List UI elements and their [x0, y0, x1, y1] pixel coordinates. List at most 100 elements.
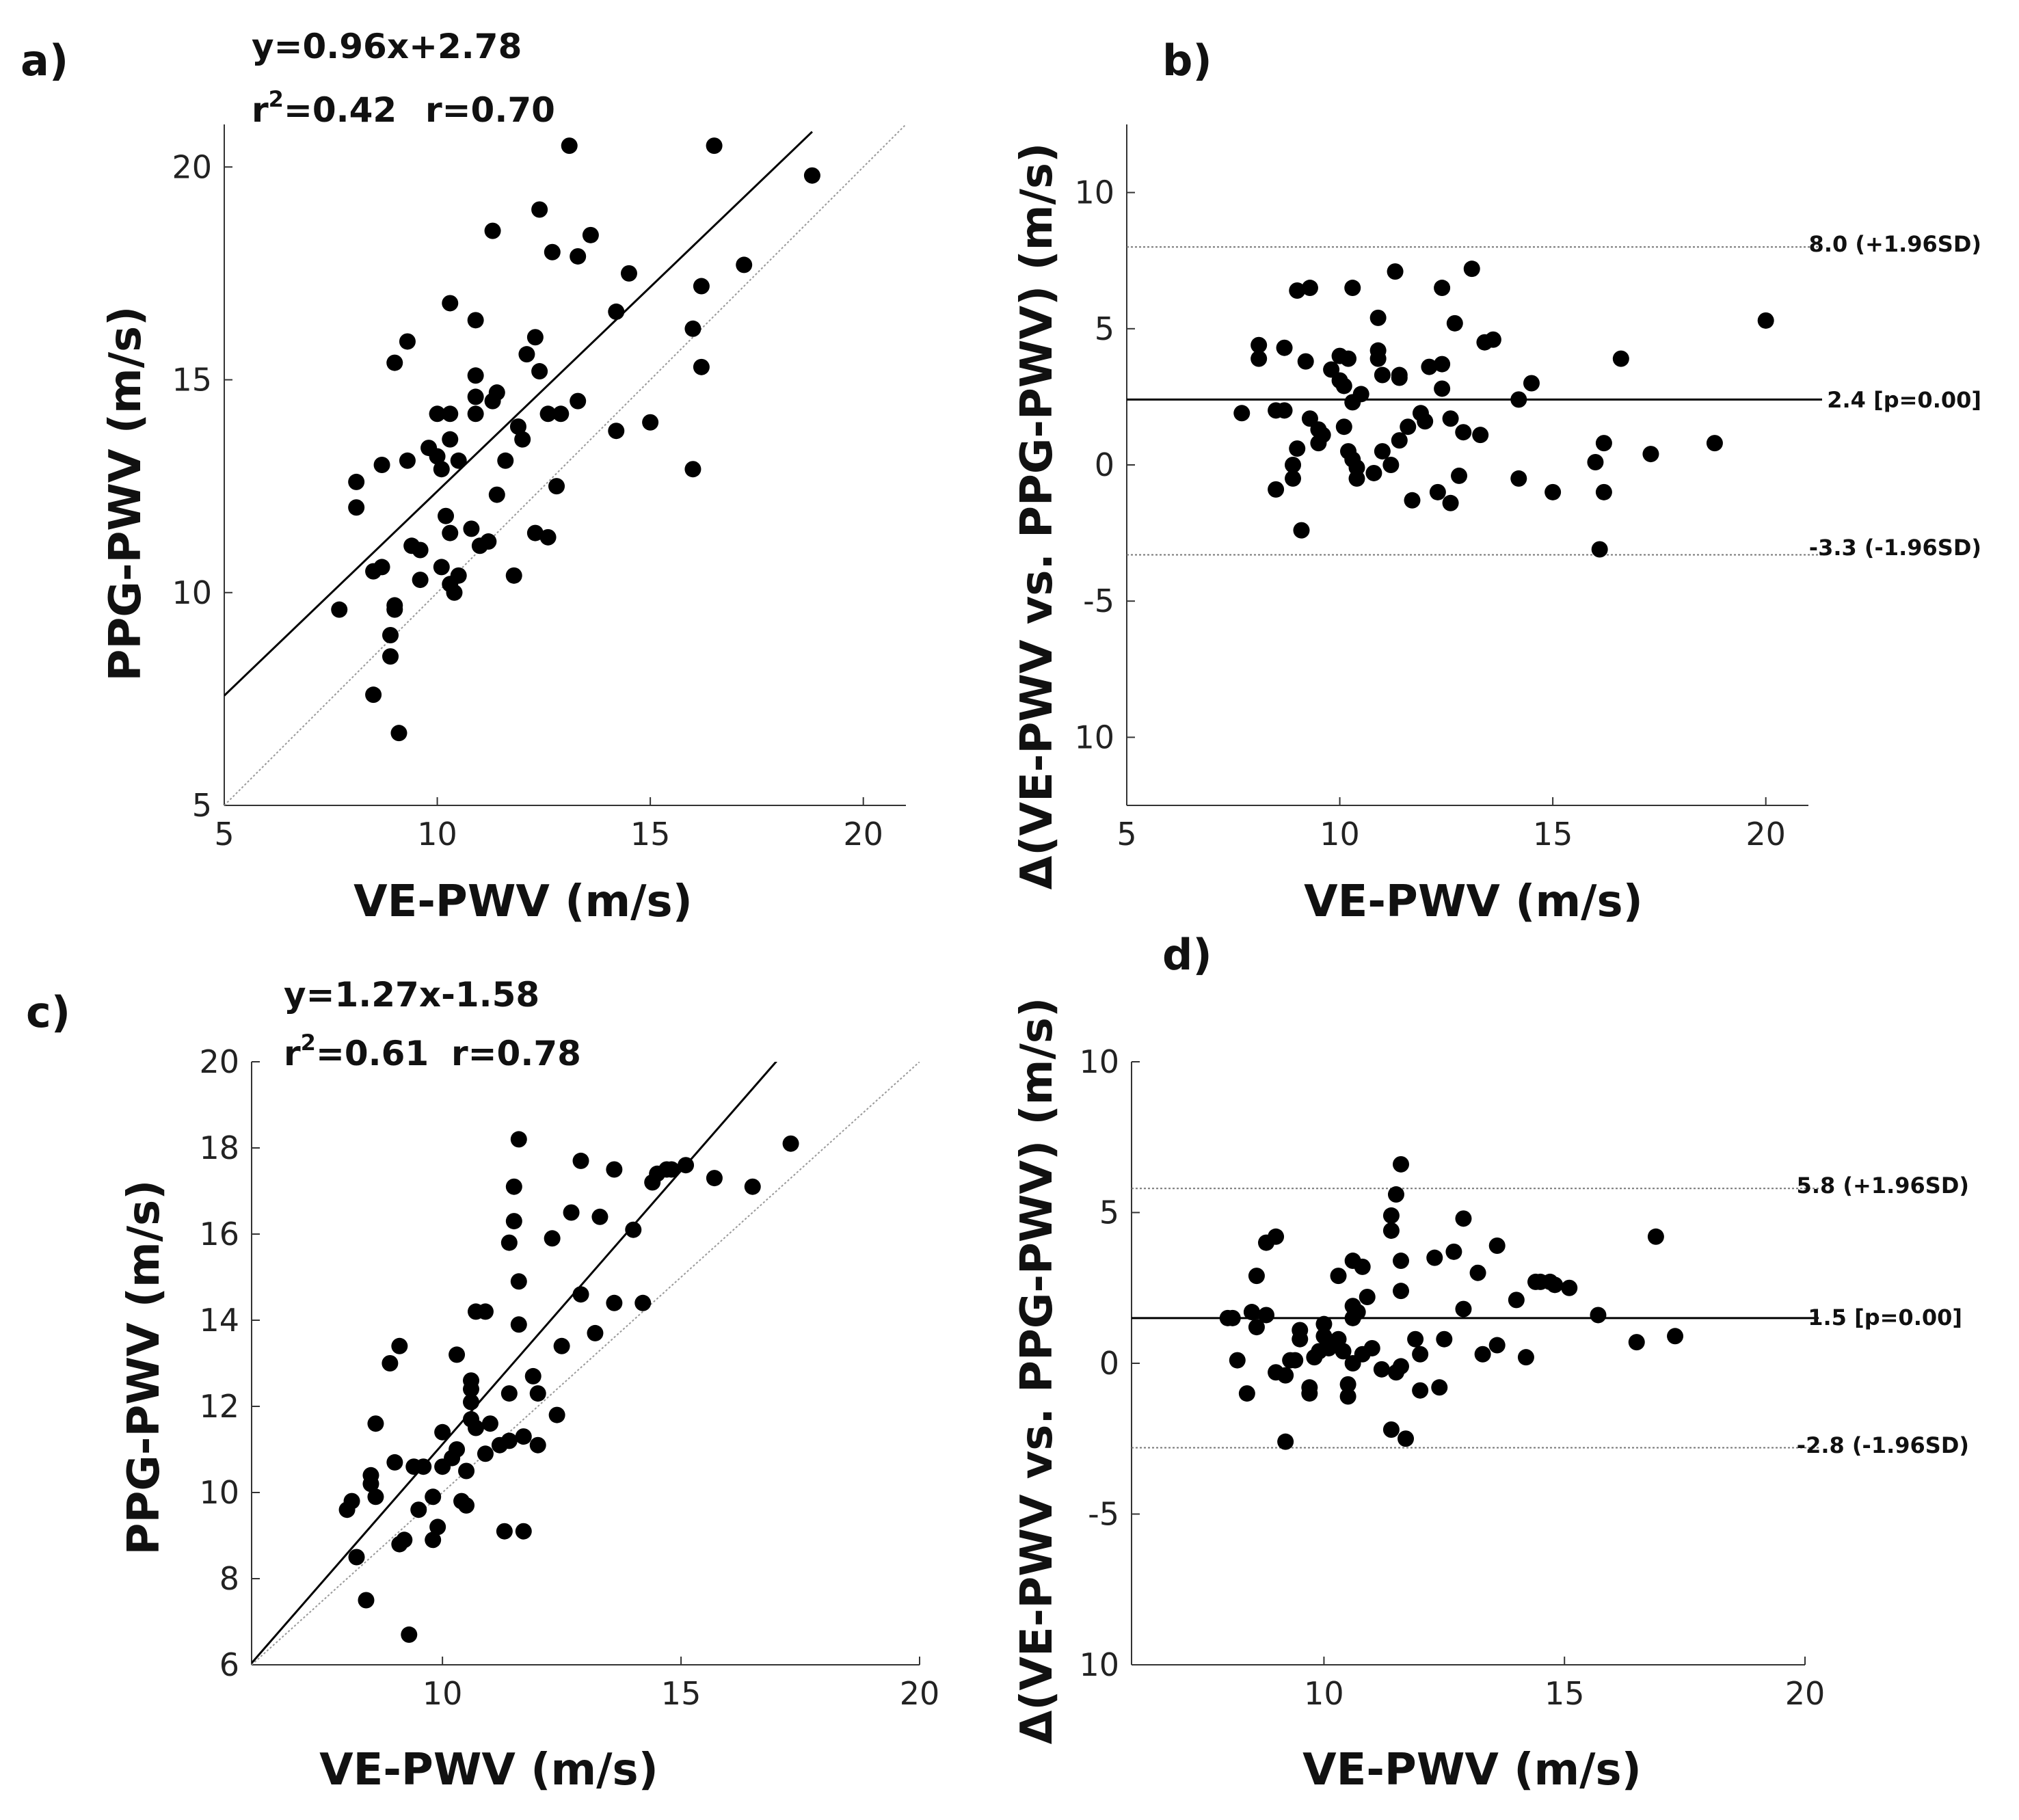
- data-point: [1488, 1337, 1506, 1354]
- data-point: [425, 1488, 442, 1505]
- data-point: [1301, 280, 1318, 297]
- panel-d: d) 10 15 20 10 5 0 -5 10 5.8 (+1.96SD) 1.5 [p=0…: [1012, 930, 1969, 1795]
- data-point: [625, 1221, 642, 1238]
- x-tick-label: 20: [1785, 1675, 1826, 1712]
- data-point: [1229, 1352, 1246, 1369]
- line-group: [224, 124, 906, 805]
- plot-marks: 10 15 20 10 5 0 -5 10: [1079, 1043, 1825, 1712]
- data-point: [1595, 483, 1612, 500]
- y-tick-label: 10: [1079, 1646, 1119, 1683]
- y-tick-label: 0: [1099, 1345, 1119, 1382]
- data-point: [736, 256, 753, 273]
- data-point: [634, 1294, 652, 1311]
- x-axis-label: VE-PWV (m/s): [319, 1745, 658, 1795]
- data-point: [331, 601, 348, 618]
- data-point: [1251, 336, 1268, 353]
- data-point: [412, 572, 429, 589]
- data-point: [1400, 418, 1417, 436]
- data-point: [1335, 377, 1352, 394]
- data-point: [572, 1152, 589, 1169]
- data-point: [1434, 380, 1451, 397]
- data-point: [386, 354, 403, 371]
- data-point: [458, 1497, 475, 1514]
- data-point: [1248, 1268, 1265, 1285]
- r-squared-text: r2=0.42: [252, 86, 397, 130]
- data-point: [531, 363, 548, 380]
- data-point: [582, 226, 599, 243]
- plot-marks: 10 15 20 6 8 10 12 14 16 18 20: [199, 1043, 939, 1712]
- data-point: [1315, 1315, 1333, 1333]
- data-point: [684, 320, 701, 337]
- y-tick-label: 20: [172, 148, 212, 185]
- data-point: [1393, 1253, 1409, 1270]
- x-tick-label: 15: [661, 1675, 701, 1712]
- x-axis-label: VE-PWV (m/s): [1304, 876, 1643, 927]
- data-point: [401, 1626, 418, 1643]
- data-point: [449, 1346, 466, 1363]
- data-point: [458, 1462, 475, 1480]
- data-point: [1455, 424, 1472, 441]
- data-point: [1434, 356, 1451, 373]
- data-point: [1510, 391, 1527, 408]
- data-point: [1292, 1330, 1309, 1348]
- data-point: [663, 1161, 680, 1178]
- data-point: [1407, 1330, 1424, 1348]
- data-point: [481, 1415, 498, 1432]
- y-tick-label: 15: [172, 362, 212, 399]
- data-point: [1429, 483, 1446, 500]
- data-point: [1359, 1288, 1376, 1305]
- data-point: [1628, 1334, 1645, 1351]
- data-point: [544, 243, 561, 260]
- data-point: [563, 1204, 580, 1221]
- data-point: [544, 1230, 561, 1247]
- data-point: [509, 418, 526, 435]
- x-tick-label: 10: [1320, 816, 1360, 853]
- r-squared-value: =0.42: [284, 90, 397, 130]
- data-point: [515, 1428, 532, 1445]
- data-point: [1442, 494, 1459, 511]
- data-point: [1352, 386, 1369, 403]
- lower-limit-label: -2.8 (-1.96SD): [1797, 1432, 1969, 1458]
- data-point: [488, 486, 505, 503]
- data-point: [343, 1493, 360, 1510]
- r-text: r=0.70: [425, 90, 555, 130]
- data-point: [1612, 350, 1629, 367]
- identity-line: [224, 124, 906, 805]
- y-tick-label: 5: [1099, 1194, 1119, 1231]
- data-point: [1335, 1343, 1352, 1360]
- data-point: [1757, 312, 1774, 329]
- plot-marks: 5 10 15 20 10 5 0 -5 10: [1074, 124, 1822, 853]
- r-squared-prefix: r: [284, 1034, 301, 1073]
- data-point: [446, 584, 463, 601]
- data-point: [1339, 1388, 1356, 1405]
- data-point: [510, 1273, 527, 1290]
- data-point: [449, 1441, 466, 1458]
- x-axis-label: VE-PWV (m/s): [353, 876, 693, 927]
- data-point: [1393, 1155, 1409, 1173]
- y-tick-label: 10: [172, 574, 212, 611]
- data-point: [526, 524, 544, 541]
- data-point: [1285, 470, 1302, 487]
- data-point: [382, 648, 399, 665]
- data-point: [1421, 358, 1438, 375]
- x-tick-label: 20: [900, 1675, 940, 1712]
- data-point: [693, 358, 710, 375]
- y-tick-label: 10: [1074, 719, 1114, 755]
- data-point: [488, 384, 505, 401]
- data-point: [1289, 282, 1306, 299]
- data-point: [526, 329, 544, 346]
- data-point: [1374, 366, 1391, 384]
- panel-label: c): [26, 987, 70, 1037]
- data-point: [706, 1170, 723, 1187]
- data-point: [1442, 410, 1459, 427]
- data-point: [1436, 1330, 1453, 1348]
- data-point: [1523, 375, 1540, 392]
- data-point: [390, 725, 407, 742]
- x-tick-label: 15: [630, 816, 671, 853]
- data-point: [438, 507, 455, 524]
- data-point: [1434, 280, 1451, 297]
- data-point: [1277, 1433, 1294, 1450]
- data-point: [467, 367, 484, 384]
- data-point: [510, 1131, 527, 1148]
- data-point: [1510, 470, 1527, 487]
